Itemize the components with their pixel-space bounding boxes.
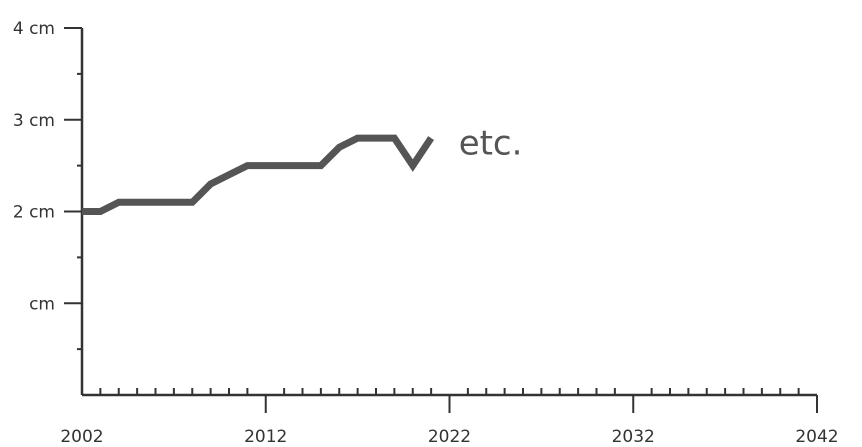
annotation-etc: etc.: [459, 124, 523, 164]
x-tick-label: 2002: [60, 427, 103, 447]
x-tick-label: 2042: [795, 427, 838, 447]
y-tick-label: 3 cm: [13, 111, 55, 131]
series-layer: [82, 134, 435, 215]
axes: [64, 27, 818, 413]
series-line: [82, 134, 435, 215]
y-tick-label: 4 cm: [13, 19, 55, 39]
tick-labels: 2002 2012 2022 2032 2042 cm 2 cm 3 cm 4 cm etc.: [13, 19, 839, 447]
x-tick-label: 2022: [428, 427, 471, 447]
x-tick-label: 2032: [612, 427, 655, 447]
y-tick-label: 2 cm: [13, 203, 55, 223]
x-tick-label: 2012: [244, 427, 287, 447]
y-tick-label: cm: [29, 294, 55, 314]
